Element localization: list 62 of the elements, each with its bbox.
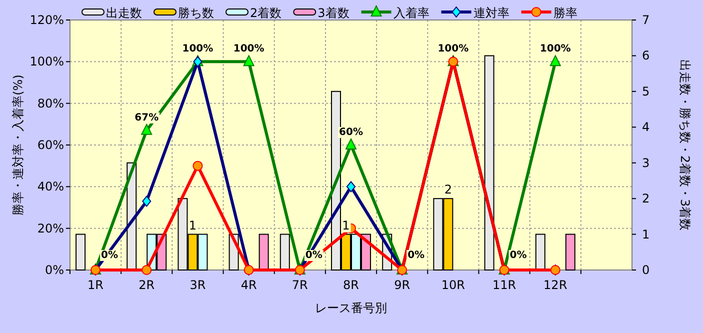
legend-label: 入着率 — [393, 6, 430, 20]
data-label: 100% — [438, 44, 469, 55]
x-tick-label: 1R — [88, 278, 104, 292]
point — [142, 265, 152, 275]
x-tick-label: 4R — [240, 278, 257, 292]
data-label: 0% — [408, 250, 425, 261]
data-label: 2 — [444, 182, 452, 197]
y2-tick-label: 7 — [642, 13, 650, 27]
data-label: 100% — [182, 44, 214, 55]
data-label: 0% — [101, 250, 118, 261]
y-axis-title: 勝率・連対率・入着率(%) — [11, 74, 25, 216]
data-label: 1 — [342, 218, 350, 232]
bar — [76, 234, 86, 270]
y2-tick-label: 5 — [642, 84, 650, 98]
legend-label: 2着数 — [250, 6, 282, 20]
data-label: 100% — [233, 44, 264, 55]
y-tick-label: 120% — [30, 13, 64, 27]
x-tick-label: 10R — [441, 278, 465, 292]
y2-tick-label: 4 — [642, 120, 650, 134]
x-tick-label: 2R — [138, 278, 155, 292]
bar — [484, 55, 494, 270]
y2-tick-label: 1 — [642, 227, 650, 242]
legend-label: 出走数 — [106, 6, 142, 20]
point — [192, 160, 203, 171]
y-tick-label: 0% — [44, 263, 64, 277]
data-label: 0% — [510, 250, 527, 261]
bar — [535, 234, 546, 270]
point — [142, 196, 152, 207]
y2-tick-label: 2 — [642, 192, 650, 206]
point — [243, 55, 254, 66]
bar — [565, 234, 576, 270]
point — [346, 138, 356, 150]
x-tick-label: 11R — [492, 278, 516, 292]
y-tick-label: 80% — [37, 96, 64, 110]
x-tick-label: 12R — [544, 278, 568, 292]
legend-label: 勝ち数 — [178, 6, 214, 20]
y-tick-label: 100% — [30, 54, 64, 69]
point — [141, 124, 152, 135]
legend-label: 連対率 — [473, 6, 510, 20]
y-tick-label: 60% — [37, 138, 64, 152]
data-label: 67% — [134, 112, 159, 124]
y2-tick-label: 3 — [642, 156, 650, 170]
y2-tick-label: 0 — [642, 263, 650, 277]
x-tick-label: 9R — [394, 278, 410, 292]
x-axis-title: レース番号別 — [315, 301, 387, 315]
bar — [258, 234, 269, 270]
y-tick-label: 20% — [37, 221, 64, 236]
data-label: 0% — [305, 250, 322, 261]
data-label: 100% — [540, 44, 571, 55]
x-tick-label: 7R — [292, 278, 308, 292]
x-tick-label: 3R — [190, 278, 206, 292]
data-label: 60% — [339, 127, 363, 138]
point — [550, 55, 561, 66]
legend-label: 勝率 — [553, 6, 578, 20]
data-label: 1 — [188, 218, 197, 232]
y2-axis-title: 出走数・勝ち数・2着数・3着数 — [678, 59, 692, 231]
y-tick-label: 40% — [37, 180, 64, 194]
y2-tick-label: 6 — [642, 48, 650, 63]
bar — [280, 234, 290, 270]
point — [346, 181, 356, 192]
x-tick-label: 8R — [343, 278, 359, 292]
legend-label: 3着数 — [318, 6, 350, 20]
